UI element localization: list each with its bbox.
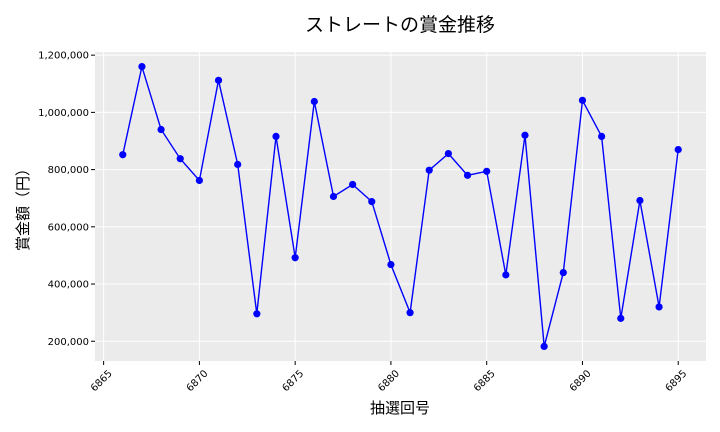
plot-area: [95, 52, 706, 361]
data-point: [329, 192, 338, 201]
data-point: [463, 171, 472, 179]
data-point: [176, 155, 184, 163]
y-axis: 200,000 400,000 600,000 800,000 1,000,000 1,2…: [38, 51, 95, 348]
data-series: [119, 62, 682, 351]
chart-title: ストレートの賞金推移: [305, 14, 495, 36]
x-tick-label: 6880: [376, 368, 402, 394]
data-point: [119, 151, 127, 159]
data-point: [214, 76, 223, 84]
y-tick-label: 800,000: [48, 165, 89, 176]
data-point: [368, 198, 376, 206]
y-tick-label: 1,200,000: [38, 51, 89, 62]
data-point: [655, 303, 663, 311]
data-point: [540, 342, 548, 351]
x-axis-label: 抽選回号: [370, 399, 430, 417]
x-tick-label: 6865: [89, 368, 115, 394]
data-point: [598, 132, 606, 141]
y-tick-label: 200,000: [48, 337, 89, 348]
data-point: [234, 160, 242, 169]
data-point: [157, 125, 165, 134]
data-point: [425, 166, 433, 174]
y-tick-label: 600,000: [48, 222, 89, 233]
data-point: [559, 268, 567, 277]
x-tick-label: 6870: [185, 368, 211, 394]
data-point: [617, 314, 625, 322]
data-point: [138, 62, 146, 71]
data-point: [502, 271, 510, 279]
data-point: [253, 310, 261, 318]
data-point: [636, 196, 644, 205]
data-point: [521, 131, 529, 139]
data-point: [310, 97, 318, 106]
x-axis: 6865 6870 6875 6880 6885 6890 6895: [89, 361, 689, 394]
x-tick-label: 6895: [664, 368, 690, 394]
y-tick-label: 1,000,000: [38, 108, 89, 119]
data-point: [578, 96, 587, 104]
data-point: [195, 176, 203, 185]
data-point: [291, 254, 299, 262]
y-tick-label: 400,000: [48, 280, 89, 291]
x-tick-label: 6890: [568, 368, 594, 394]
data-point: [444, 149, 452, 158]
data-point: [349, 180, 357, 189]
data-point: [483, 167, 491, 175]
x-tick-label: 6885: [472, 368, 498, 394]
data-point: [674, 145, 682, 154]
y-axis-label: 賞金額（円）: [14, 161, 32, 251]
data-point: [406, 309, 414, 317]
x-tick-label: 6875: [280, 368, 306, 394]
data-point: [387, 260, 395, 269]
data-point: [272, 132, 280, 141]
series-line: [122, 63, 679, 347]
